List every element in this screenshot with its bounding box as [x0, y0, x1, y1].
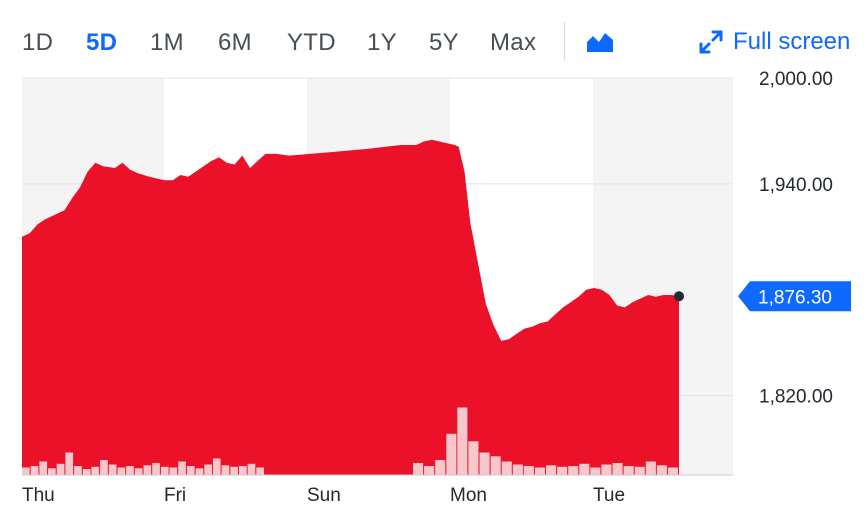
volume-bar [178, 461, 186, 475]
volume-bar [39, 461, 48, 475]
volume-bar [195, 468, 204, 476]
volume-bar [413, 463, 424, 475]
volume-bar [601, 464, 612, 475]
volume-bar [134, 468, 143, 476]
full-screen-label: Full screen [733, 28, 851, 55]
volume-bar [48, 468, 56, 476]
volume-bar [212, 458, 221, 475]
last-price-dot [674, 291, 684, 302]
expand-arrows-icon [699, 30, 723, 54]
range-tab-5y[interactable]: 5Y [429, 29, 459, 56]
volume-bar [160, 466, 169, 476]
x-axis-ticks: Thu Fri Sun Mon Tue [22, 485, 625, 506]
volume-bar [152, 463, 160, 475]
chart-type-button[interactable] [585, 28, 615, 54]
volume-bar [65, 452, 74, 475]
volume-bar [117, 467, 126, 475]
volume-bar [579, 463, 590, 476]
volume-bar [247, 463, 256, 476]
volume-bar [143, 465, 152, 476]
volume-bar [74, 466, 82, 475]
range-tab-6m[interactable]: 6M [218, 29, 252, 56]
y-axis-ticks: 2,000.00 1,940.00 1,820.00 [759, 69, 833, 408]
range-tab-ytd[interactable]: YTD [287, 29, 336, 56]
volume-bar [546, 465, 557, 476]
volume-bar [501, 461, 512, 475]
range-tab-5d[interactable]: 5D [86, 29, 118, 56]
volume-bar [169, 467, 178, 475]
volume-bar [568, 466, 579, 475]
volume-bar [424, 466, 435, 475]
volume-bar [446, 433, 457, 476]
range-tab-max[interactable]: Max [490, 29, 537, 56]
area-chart-icon [587, 33, 613, 52]
range-tab-1d[interactable]: 1D [22, 29, 54, 56]
x-tick-label: Tue [593, 485, 625, 506]
volume-bar [645, 461, 656, 475]
volume-bar [239, 466, 247, 475]
toolbar: 1D 5D 1M 6M YTD 1Y 5Y Max Full screen [0, 0, 868, 80]
volume-bar [612, 463, 623, 475]
volume-bar [100, 460, 108, 475]
x-tick-label: Sun [307, 485, 341, 506]
full-screen-button[interactable]: Full screen [697, 26, 850, 58]
volume-bar [91, 466, 100, 476]
y-tick-label: 1,820.00 [759, 387, 833, 408]
volume-bar [557, 466, 568, 476]
volume-bar [656, 465, 667, 476]
volume-bar [256, 467, 264, 475]
volume-bar [108, 464, 117, 475]
volume-bar [230, 466, 238, 476]
current-price-badge: 1,876.30 [738, 281, 851, 312]
volume-bar [634, 466, 645, 476]
x-tick-label: Thu [22, 485, 55, 506]
volume-bar [667, 467, 678, 475]
volume-bar [435, 460, 446, 475]
toolbar-divider [564, 22, 565, 60]
volume-bar [56, 463, 65, 476]
range-tab-1m[interactable]: 1M [150, 29, 184, 56]
volume-bar [512, 464, 523, 475]
volume-bar [523, 466, 534, 475]
volume-bar [457, 407, 468, 475]
volume-bar [490, 456, 501, 476]
volume-bars [22, 407, 678, 476]
volume-bar [534, 467, 545, 475]
current-price-label: 1,876.30 [758, 287, 832, 308]
price-area [22, 139, 679, 476]
range-tab-1y[interactable]: 1Y [367, 29, 397, 56]
volume-bar [30, 466, 39, 475]
volume-bar [479, 452, 490, 475]
x-tick-label: Fri [164, 485, 186, 506]
volume-bar [204, 464, 212, 475]
volume-bar [221, 465, 230, 476]
y-tick-label: 2,000.00 [759, 69, 833, 90]
volume-bar [590, 467, 601, 475]
volume-bar [623, 466, 634, 475]
price-badge-shape [738, 281, 851, 312]
volume-bar [126, 466, 134, 475]
volume-bar [186, 466, 195, 475]
volume-bar [22, 467, 30, 475]
x-tick-label: Mon [450, 485, 487, 506]
y-tick-label: 1,940.00 [759, 175, 833, 196]
volume-bar [82, 469, 91, 475]
volume-bar [468, 441, 479, 476]
